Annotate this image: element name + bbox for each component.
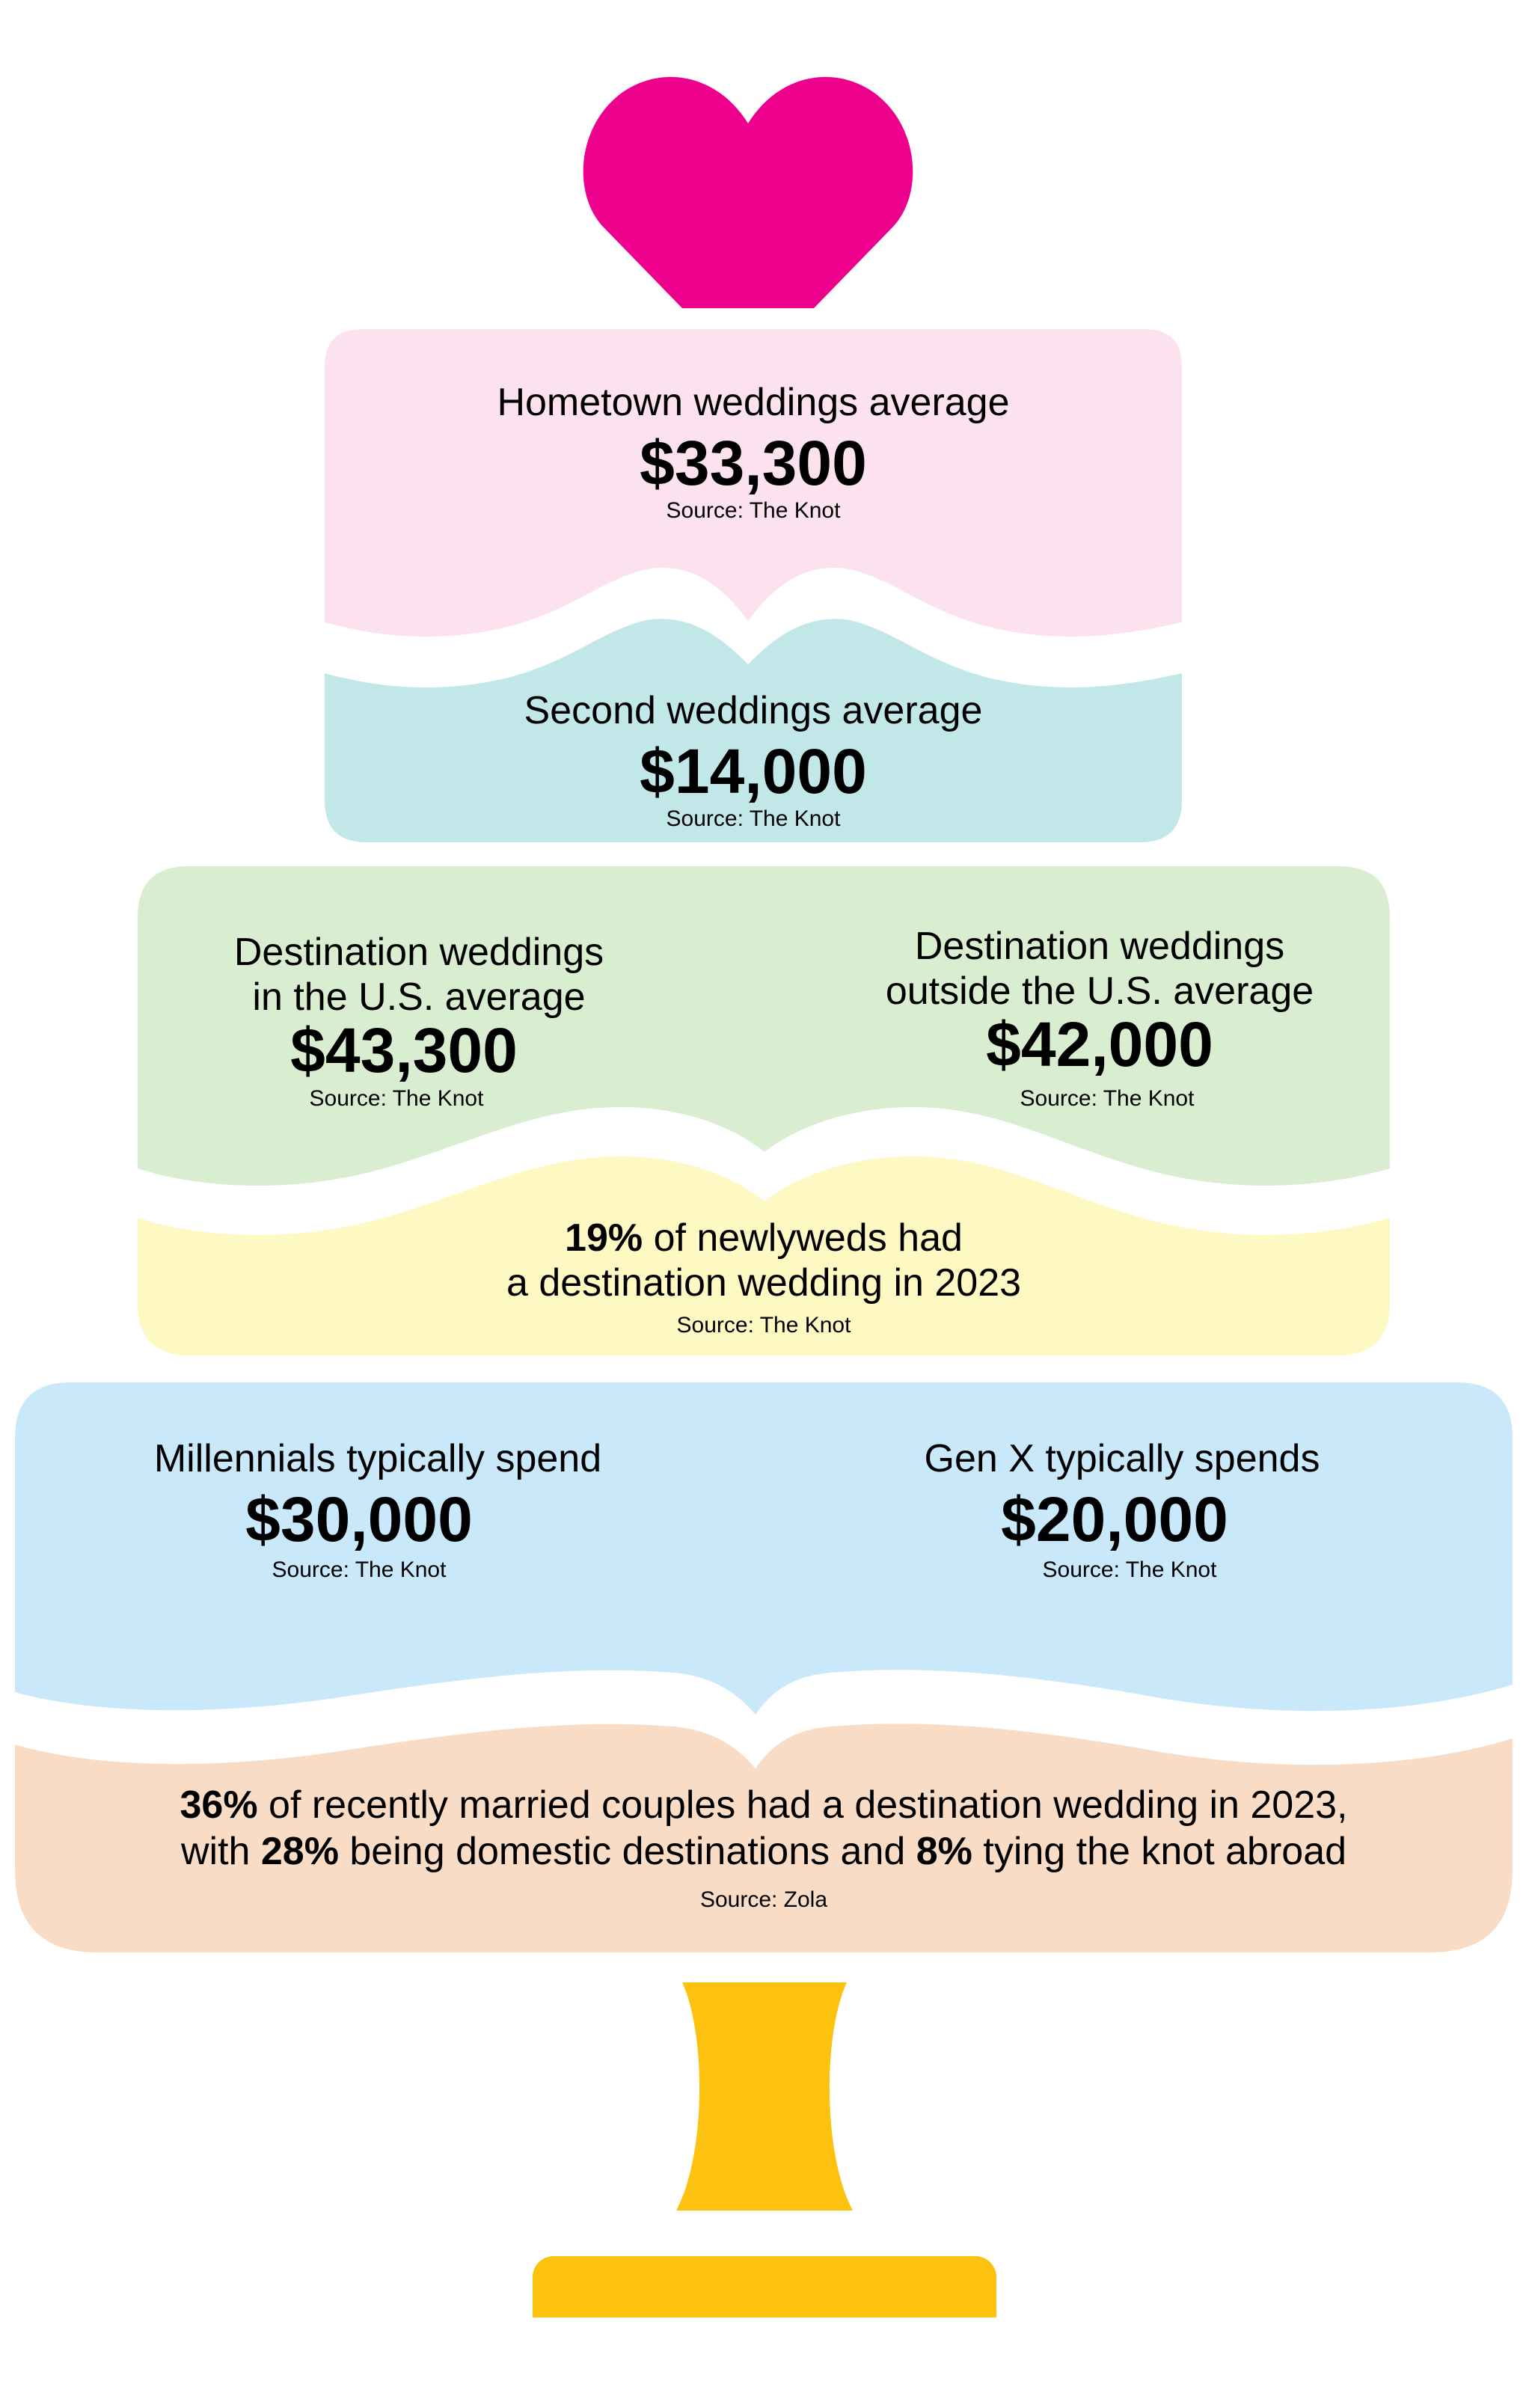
- destination-us-label-line2: in the U.S. average: [252, 975, 586, 1019]
- zola-percent-total: 36%: [180, 1783, 258, 1827]
- zola-line1-text: of recently married couples had a destin…: [257, 1783, 1348, 1827]
- newlyweds-line1-text: of newlyweds had: [643, 1216, 963, 1260]
- destination-abroad-label-line2: outside the U.S. average: [885, 969, 1314, 1013]
- zola-line2: with 28% being domestic destinations and…: [15, 1828, 1513, 1875]
- newlyweds-source: Source: The Knot: [676, 1313, 851, 1338]
- zola-line2-c: tying the knot abroad: [972, 1830, 1347, 1873]
- destination-abroad-value: $42,000: [986, 1009, 1213, 1079]
- tier-generations-shape: [15, 1382, 1513, 1715]
- tier-destination-shape: [138, 866, 1390, 1186]
- destination-abroad-label-line1: Destination weddings: [914, 925, 1285, 968]
- hometown-value: $33,300: [640, 428, 867, 498]
- destination-abroad-label: Destination weddings outside the U.S. av…: [823, 924, 1376, 1014]
- millennials-value: $30,000: [245, 1484, 473, 1554]
- hometown-source: Source: The Knot: [666, 498, 841, 523]
- tier-newlyweds-shape: [138, 1156, 1390, 1355]
- hometown-label: Hometown weddings average: [497, 381, 1010, 424]
- genx-source: Source: The Knot: [1042, 1557, 1217, 1582]
- destination-us-value: $43,300: [290, 1015, 518, 1085]
- destination-us-label: Destination weddings in the U.S. average: [150, 930, 688, 1020]
- genx-label: Gen X typically spends: [924, 1437, 1320, 1480]
- second-value: $14,000: [640, 736, 867, 806]
- millennials-source: Source: The Knot: [272, 1557, 447, 1582]
- destination-abroad-source: Source: The Knot: [1020, 1086, 1195, 1111]
- zola-line2-a: with: [180, 1830, 261, 1873]
- zola-percent-abroad: 8%: [916, 1830, 972, 1873]
- second-label: Second weddings average: [524, 689, 983, 732]
- destination-us-source: Source: The Knot: [309, 1086, 484, 1111]
- stand-pillar: [676, 1982, 853, 2211]
- heart-icon: [583, 76, 913, 308]
- tier-hometown-shape: [325, 329, 1182, 637]
- zola-line1: 36% of recently married couples had a de…: [15, 1782, 1513, 1828]
- newlyweds-line1: 19% of newlyweds had: [138, 1215, 1390, 1261]
- genx-value: $20,000: [1001, 1484, 1228, 1554]
- second-source: Source: The Knot: [666, 806, 841, 831]
- zola-line2-b: being domestic destinations and: [338, 1830, 916, 1873]
- newlyweds-percent: 19%: [565, 1216, 643, 1260]
- millennials-label: Millennials typically spend: [153, 1437, 602, 1480]
- destination-us-label-line1: Destination weddings: [233, 931, 604, 974]
- zola-percent-domestic: 28%: [260, 1830, 339, 1873]
- newlyweds-line2: a destination wedding in 2023: [506, 1261, 1022, 1305]
- tier-zola-shape: [15, 1724, 1513, 1952]
- tier-second-shape: [325, 619, 1182, 842]
- zola-source: Source: Zola: [699, 1887, 828, 1912]
